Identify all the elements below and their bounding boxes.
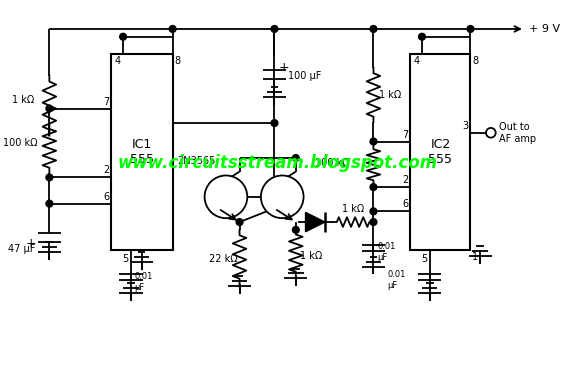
Text: 100 kΩ: 100 kΩ [3,138,37,149]
Circle shape [46,174,53,181]
Text: 5: 5 [422,254,428,264]
Circle shape [271,120,278,126]
Circle shape [119,33,126,40]
Text: μF: μF [135,283,145,291]
Text: 100 μF: 100 μF [288,71,321,81]
Text: 0.01: 0.01 [387,270,405,279]
Text: 2N3565: 2N3565 [178,156,216,166]
Text: 6: 6 [104,192,109,202]
Text: 1 kΩ: 1 kΩ [379,90,401,100]
Circle shape [46,105,53,112]
Circle shape [370,219,377,225]
Text: 100 kΩ: 100 kΩ [315,158,350,168]
Text: 7: 7 [103,97,109,107]
Text: 1: 1 [472,252,478,262]
Circle shape [169,26,176,32]
Text: μF: μF [387,281,397,290]
Bar [410,54,470,250]
Text: + 9 V: + 9 V [529,24,560,34]
Text: 6: 6 [402,199,409,209]
Text: 1 kΩ: 1 kΩ [300,251,322,261]
Circle shape [370,208,377,215]
Circle shape [271,26,278,32]
Text: 2: 2 [103,165,109,175]
Circle shape [293,155,299,162]
Circle shape [370,26,377,32]
Text: 1 kΩ: 1 kΩ [12,95,35,105]
Text: μF: μF [378,253,388,262]
Text: 7: 7 [402,129,409,139]
Circle shape [261,175,303,218]
Text: 8: 8 [473,56,478,66]
Text: 1 kΩ: 1 kΩ [342,204,364,214]
Text: IC1
555: IC1 555 [130,138,154,166]
Polygon shape [306,212,325,232]
Text: Out to
AF amp: Out to AF amp [499,122,536,144]
Text: 2: 2 [402,175,409,185]
Text: 47 μF: 47 μF [8,244,36,254]
Text: 4: 4 [115,56,121,66]
Circle shape [467,26,474,32]
Circle shape [486,128,496,138]
Text: 3: 3 [462,121,469,131]
Text: www.circuitsstream.blogspot.com: www.circuitsstream.blogspot.com [117,154,438,172]
Bar [112,54,173,250]
Circle shape [419,33,426,40]
Circle shape [370,184,377,191]
Text: 8: 8 [174,56,181,66]
Text: +: + [25,236,36,249]
Text: 0.01: 0.01 [135,272,153,281]
Circle shape [205,175,247,218]
Circle shape [293,227,299,233]
Text: 22 kΩ: 22 kΩ [209,254,238,264]
Text: 5: 5 [123,254,129,264]
Text: 0.01: 0.01 [378,242,396,251]
Text: 4: 4 [414,56,420,66]
Circle shape [370,138,377,145]
Text: IC2
555: IC2 555 [428,138,452,166]
Circle shape [236,219,243,225]
Circle shape [46,200,53,207]
Text: +: + [278,61,289,74]
